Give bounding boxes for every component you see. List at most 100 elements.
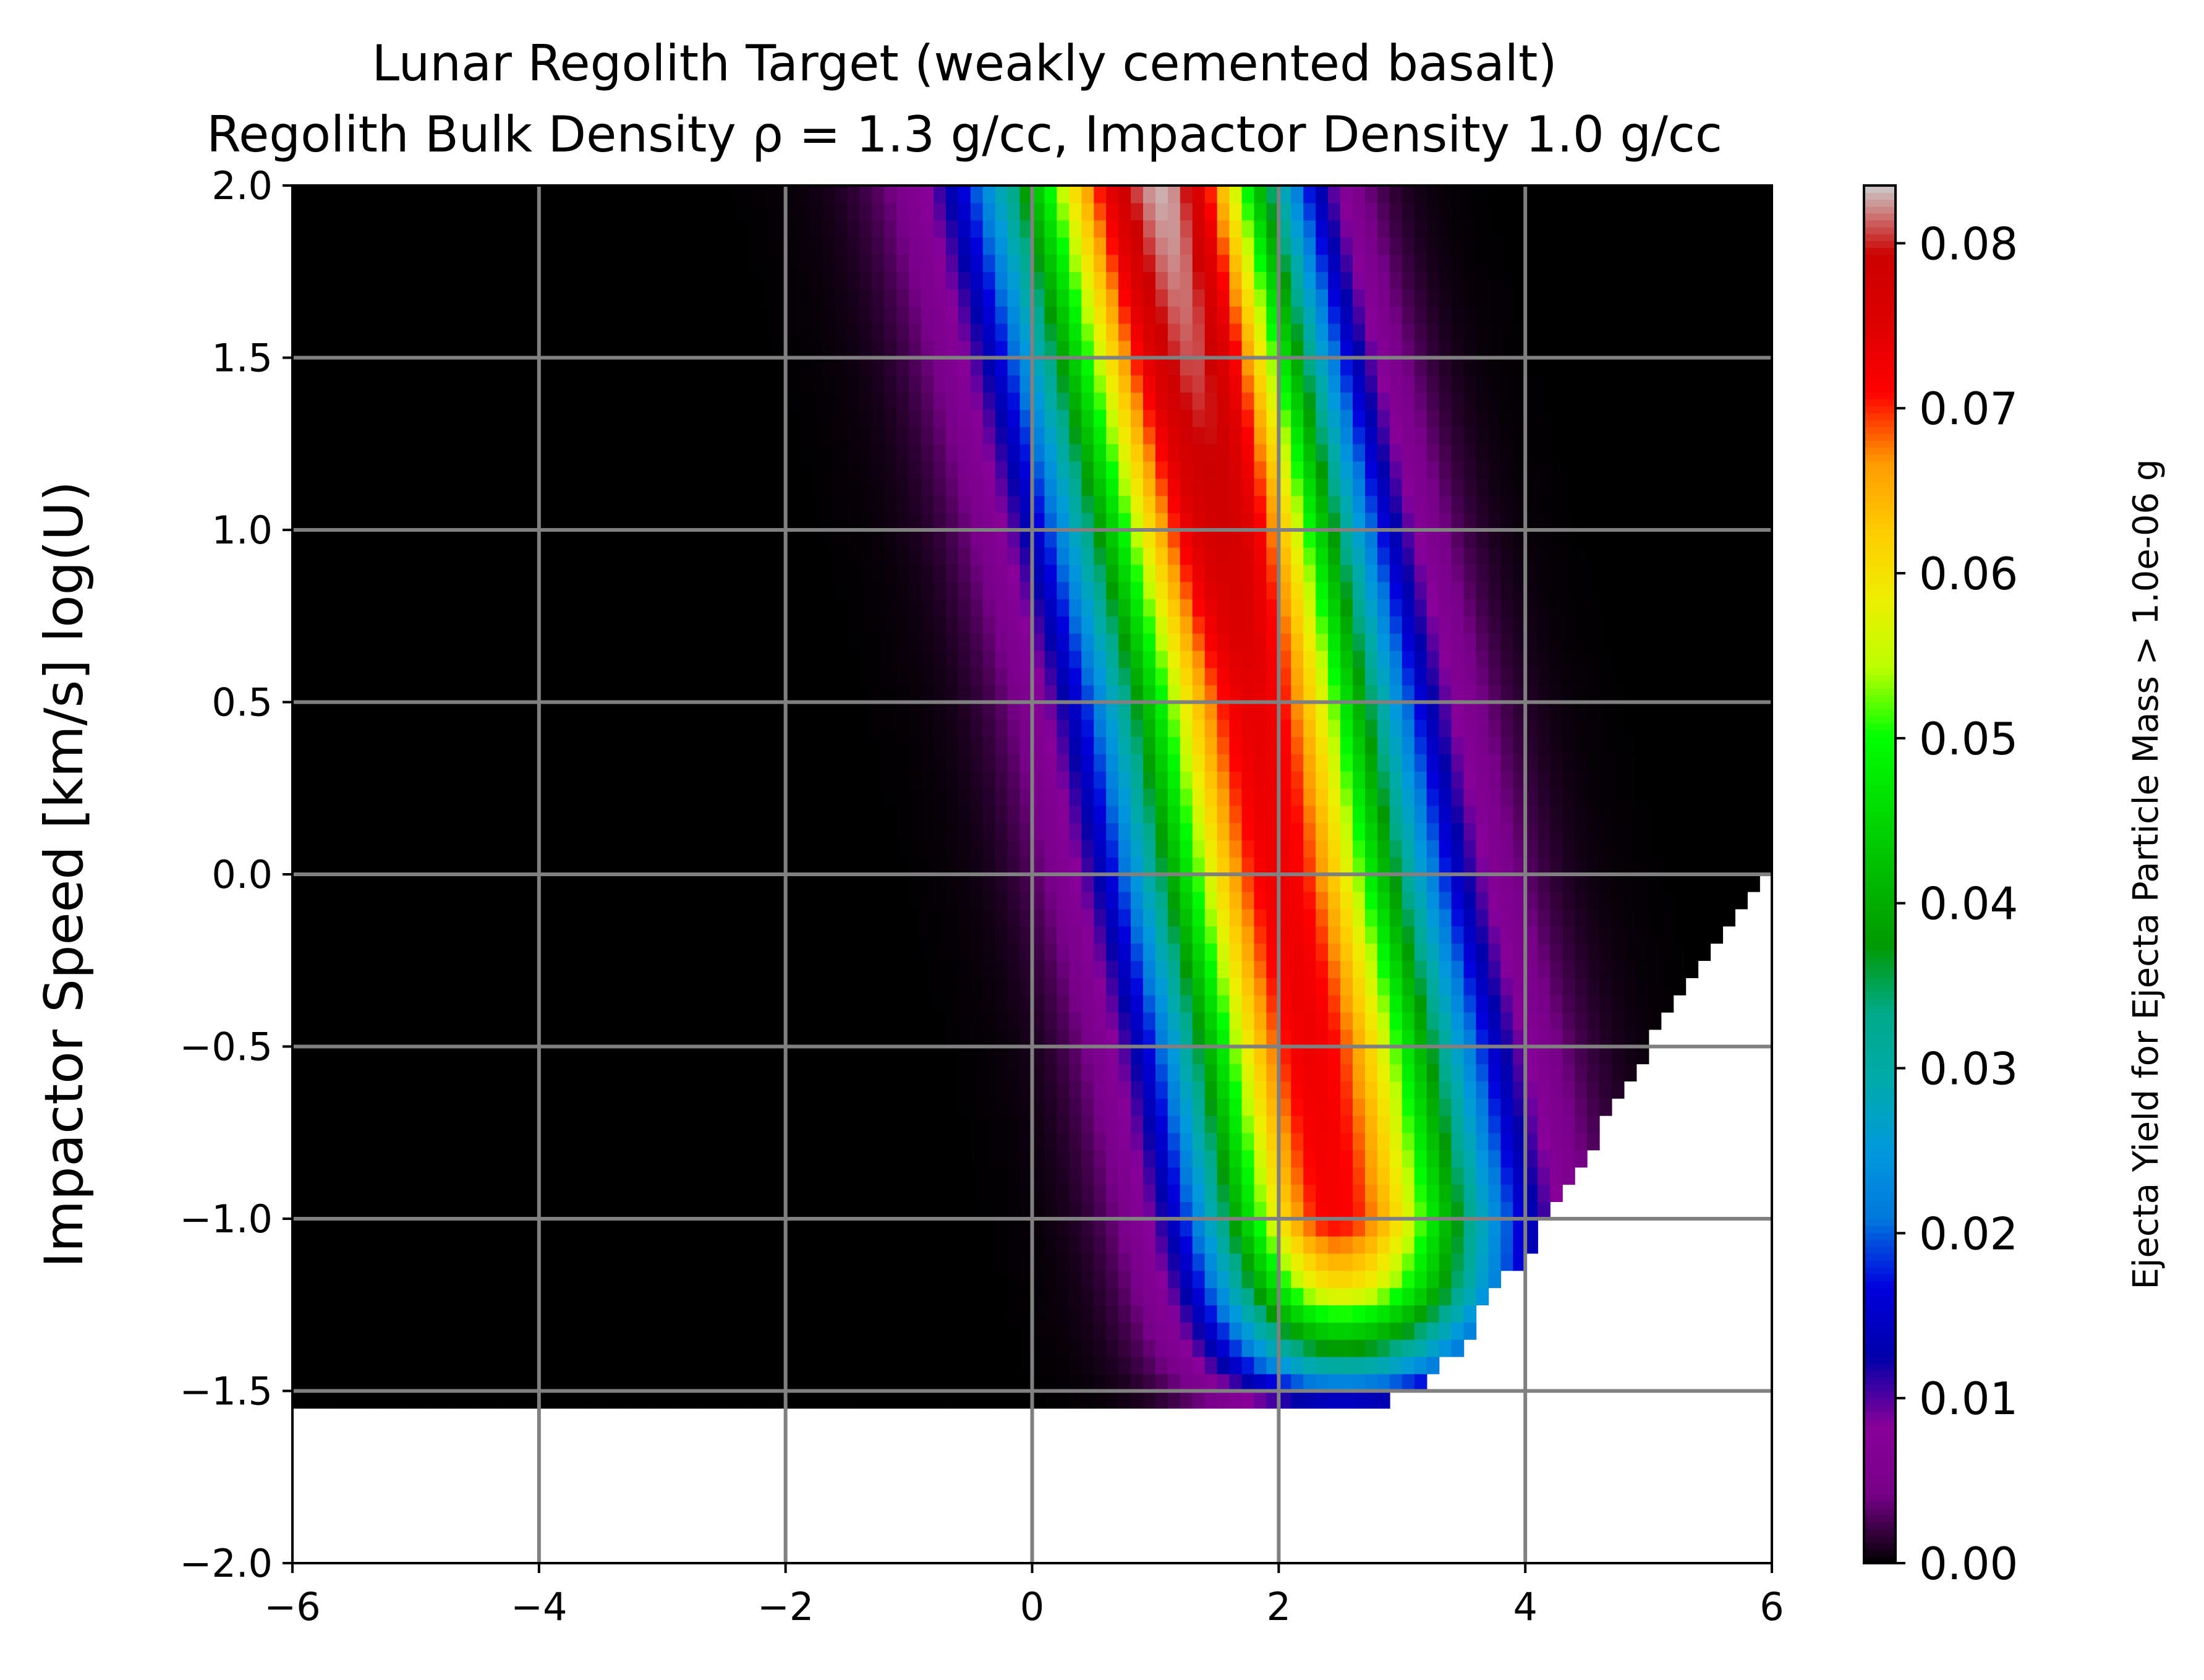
- heatmap-cell: [847, 1373, 861, 1392]
- heatmap-cell: [1081, 960, 1095, 978]
- heatmap-cell: [896, 1167, 909, 1185]
- heatmap-cell: [1254, 1201, 1267, 1219]
- heatmap-cell: [1402, 633, 1415, 651]
- heatmap-cell: [822, 926, 836, 944]
- heatmap-cell: [748, 702, 762, 720]
- heatmap-cell: [909, 1184, 922, 1202]
- heatmap-cell: [588, 736, 602, 754]
- heatmap-cell: [1513, 1149, 1526, 1168]
- heatmap-cell: [613, 822, 626, 841]
- heatmap-cell: [1266, 1115, 1280, 1133]
- heatmap-cell: [1488, 1149, 1502, 1168]
- heatmap-cell: [1118, 822, 1131, 841]
- heatmap-cell: [637, 943, 651, 962]
- heatmap-cell: [699, 891, 712, 910]
- heatmap-cell: [1094, 719, 1107, 737]
- heatmap-cell: [723, 1287, 737, 1306]
- heatmap-cell: [490, 978, 503, 996]
- heatmap-cell: [835, 874, 848, 892]
- heatmap-cell: [1488, 1098, 1502, 1116]
- heatmap-cell: [1279, 1115, 1292, 1133]
- heatmap-cell: [1316, 1287, 1329, 1306]
- heatmap-cell: [1155, 943, 1168, 962]
- heatmap-cell: [477, 1064, 490, 1081]
- heatmap-cell: [1167, 633, 1181, 651]
- heatmap-cell: [1057, 1270, 1070, 1289]
- heatmap-cell: [1229, 1184, 1243, 1202]
- heatmap-cell: [637, 684, 651, 703]
- heatmap-cell: [1328, 1201, 1341, 1219]
- heatmap-cell: [847, 1167, 861, 1185]
- heatmap-cell: [1463, 840, 1477, 858]
- heatmap-cell: [1291, 943, 1304, 962]
- heatmap-cell: [1057, 1064, 1070, 1081]
- heatmap-cell: [687, 1391, 700, 1409]
- heatmap-cell: [1611, 736, 1625, 754]
- heatmap-cell: [1155, 1132, 1168, 1151]
- heatmap-cell: [526, 1253, 540, 1271]
- heatmap-cell: [662, 874, 675, 892]
- heatmap-cell: [1328, 1373, 1341, 1392]
- heatmap-cell: [1266, 736, 1280, 754]
- heatmap-cell: [1279, 908, 1292, 927]
- heatmap-cell: [354, 926, 367, 944]
- heatmap-cell: [1229, 1149, 1243, 1168]
- heatmap-cell: [588, 926, 602, 944]
- heatmap-cell: [292, 1046, 305, 1065]
- heatmap-cell: [1574, 650, 1588, 668]
- heatmap-cell: [1710, 805, 1724, 824]
- heatmap-cell: [514, 1322, 527, 1340]
- heatmap-cell: [1155, 1287, 1168, 1306]
- heatmap-cell: [1538, 770, 1551, 789]
- heatmap-cell: [366, 857, 380, 875]
- heatmap-cell: [453, 1219, 466, 1237]
- heatmap-cell: [896, 840, 909, 858]
- heatmap-cell: [391, 1322, 404, 1340]
- heatmap-cell: [810, 994, 823, 1013]
- heatmap-cell: [1389, 1356, 1403, 1375]
- heatmap-cell: [896, 1184, 909, 1202]
- heatmap-cell: [1722, 702, 1735, 720]
- heatmap-cell: [1710, 788, 1724, 806]
- heatmap-cell: [1500, 754, 1514, 772]
- heatmap-cell: [995, 1270, 1008, 1289]
- heatmap-cell: [490, 1356, 503, 1375]
- heatmap-cell: [723, 891, 737, 910]
- heatmap-cell: [1217, 840, 1230, 858]
- heatmap-cell: [1451, 788, 1465, 806]
- heatmap-cell: [329, 960, 343, 978]
- heatmap-cell: [1586, 702, 1600, 720]
- heatmap-cell: [378, 1167, 392, 1185]
- heatmap-cell: [465, 667, 478, 686]
- heatmap-cell: [970, 736, 984, 754]
- heatmap-cell: [1759, 805, 1772, 824]
- heatmap-cell: [723, 1046, 737, 1065]
- heatmap-cell: [1131, 1046, 1144, 1065]
- heatmap-cell: [1550, 926, 1563, 944]
- heatmap-cell: [1525, 891, 1538, 910]
- heatmap-cell: [341, 754, 355, 772]
- heatmap-cell: [1414, 754, 1427, 772]
- heatmap-cell: [1476, 633, 1489, 651]
- heatmap-cell: [1402, 1253, 1415, 1271]
- heatmap-cell: [1069, 633, 1083, 651]
- heatmap-cell: [1316, 1305, 1329, 1323]
- heatmap-cell: [859, 960, 873, 978]
- heatmap-cell: [872, 994, 885, 1013]
- heatmap-cell: [1402, 1098, 1415, 1116]
- heatmap-cell: [1316, 702, 1329, 720]
- heatmap-cell: [1513, 754, 1526, 772]
- heatmap-cell: [1525, 1081, 1538, 1099]
- heatmap-cell: [1106, 891, 1119, 910]
- heatmap-cell: [699, 1081, 712, 1099]
- heatmap-cell: [1328, 874, 1341, 892]
- heatmap-cell: [872, 702, 885, 720]
- heatmap-cell: [526, 1184, 540, 1202]
- heatmap-cell: [453, 770, 466, 789]
- heatmap-cell: [1081, 1184, 1095, 1202]
- heatmap-cell: [1328, 719, 1341, 737]
- heatmap-cell: [477, 719, 490, 737]
- heatmap-cell: [1057, 1115, 1070, 1133]
- heatmap-cell: [822, 1339, 836, 1357]
- heatmap-cell: [995, 1029, 1008, 1047]
